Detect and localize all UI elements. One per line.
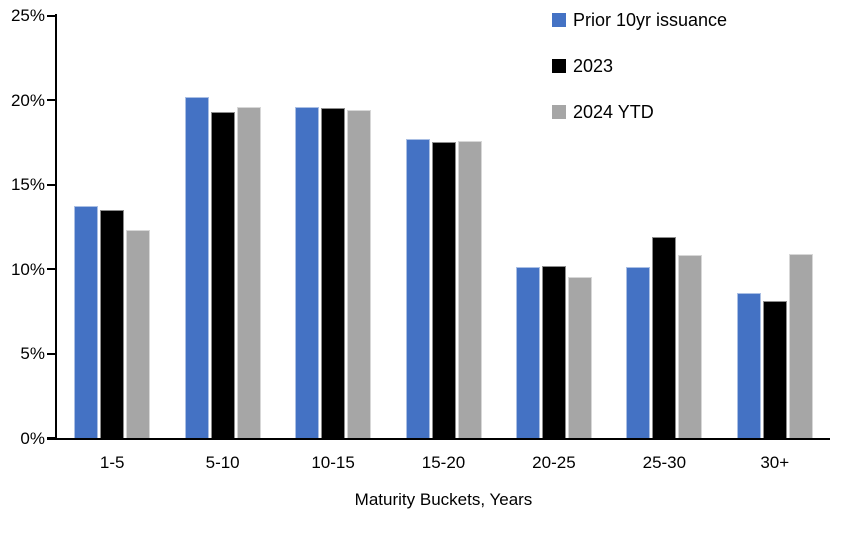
legend-swatch-icon	[552, 105, 566, 119]
x-category-label: 15-20	[421, 453, 466, 472]
bar-prior-10yr-issuance-10-15	[295, 106, 320, 438]
bar-2023-25-30	[652, 236, 677, 438]
bar-group-25-30	[626, 236, 703, 438]
bar-2024-ytd-15-20	[457, 140, 482, 438]
x-category-label: 1-5	[99, 453, 125, 472]
x-category-label: 5-10	[205, 453, 240, 472]
bar-group-30+	[736, 253, 813, 438]
bar-group-20-25	[515, 265, 592, 438]
legend: Prior 10yr issuance 2023 2024 YTD	[552, 10, 727, 122]
x-axis-line	[47, 438, 830, 440]
bar-group-15-20	[405, 138, 482, 438]
bar-prior-10yr-issuance-25-30	[626, 267, 651, 438]
y-tick	[47, 183, 55, 186]
y-tick-label: 10%	[10, 259, 45, 279]
y-tick-label: 15%	[10, 175, 45, 194]
legend-label: 2024 YTD	[573, 102, 654, 122]
y-tick	[47, 352, 55, 355]
bar-prior-10yr-issuance-1-5	[74, 206, 99, 438]
y-tick-label: 25%	[10, 6, 45, 25]
x-category-label: 10-15	[311, 453, 355, 472]
bar-2024-ytd-10-15	[347, 110, 372, 438]
bar-2024-ytd-30+	[788, 253, 813, 438]
bar-2023-15-20	[431, 142, 456, 438]
y-tick	[47, 268, 55, 270]
bar-prior-10yr-issuance-20-25	[515, 267, 540, 438]
bar-2024-ytd-5-10	[236, 106, 261, 438]
y-tick	[47, 99, 55, 101]
y-tick-label: 0%	[20, 428, 45, 448]
y-axis-line	[55, 14, 57, 440]
bar-group-10-15	[295, 106, 372, 438]
legend-swatch-icon	[552, 59, 566, 73]
bar-prior-10yr-issuance-5-10	[184, 96, 209, 438]
bar-2024-ytd-1-5	[126, 230, 151, 438]
legend-swatch-icon	[552, 13, 566, 27]
bar-prior-10yr-issuance-15-20	[405, 138, 430, 438]
bar-2024-ytd-25-30	[678, 255, 703, 438]
bar-2023-10-15	[321, 108, 346, 438]
x-category-label: 30+	[760, 453, 790, 472]
bar-2023-1-5	[100, 209, 125, 438]
bar-2024-ytd-20-25	[567, 277, 592, 438]
bar-2023-20-25	[541, 265, 566, 438]
bar-group-1-5	[74, 206, 151, 438]
legend-label: Prior 10yr issuance	[573, 10, 728, 30]
legend-item-prior-10yr-issuance: Prior 10yr issuance	[552, 10, 727, 30]
x-axis-title: Maturity Buckets, Years	[354, 490, 533, 509]
legend-item-2024-ytd: 2024 YTD	[552, 102, 727, 122]
bar-prior-10yr-issuance-30+	[736, 292, 761, 438]
bar-2023-30+	[762, 301, 787, 438]
y-tick-label: 5%	[20, 344, 45, 363]
legend-label: 2023	[573, 56, 614, 76]
bar-group-5-10	[184, 96, 261, 438]
bar-2023-5-10	[210, 111, 235, 438]
y-tick	[47, 437, 55, 439]
y-tick-label: 20%	[10, 90, 45, 110]
x-category-label: 20-25	[532, 453, 576, 472]
y-tick	[47, 14, 55, 17]
legend-item-2023: 2023	[552, 56, 727, 76]
x-category-label: 25-30	[642, 453, 687, 472]
